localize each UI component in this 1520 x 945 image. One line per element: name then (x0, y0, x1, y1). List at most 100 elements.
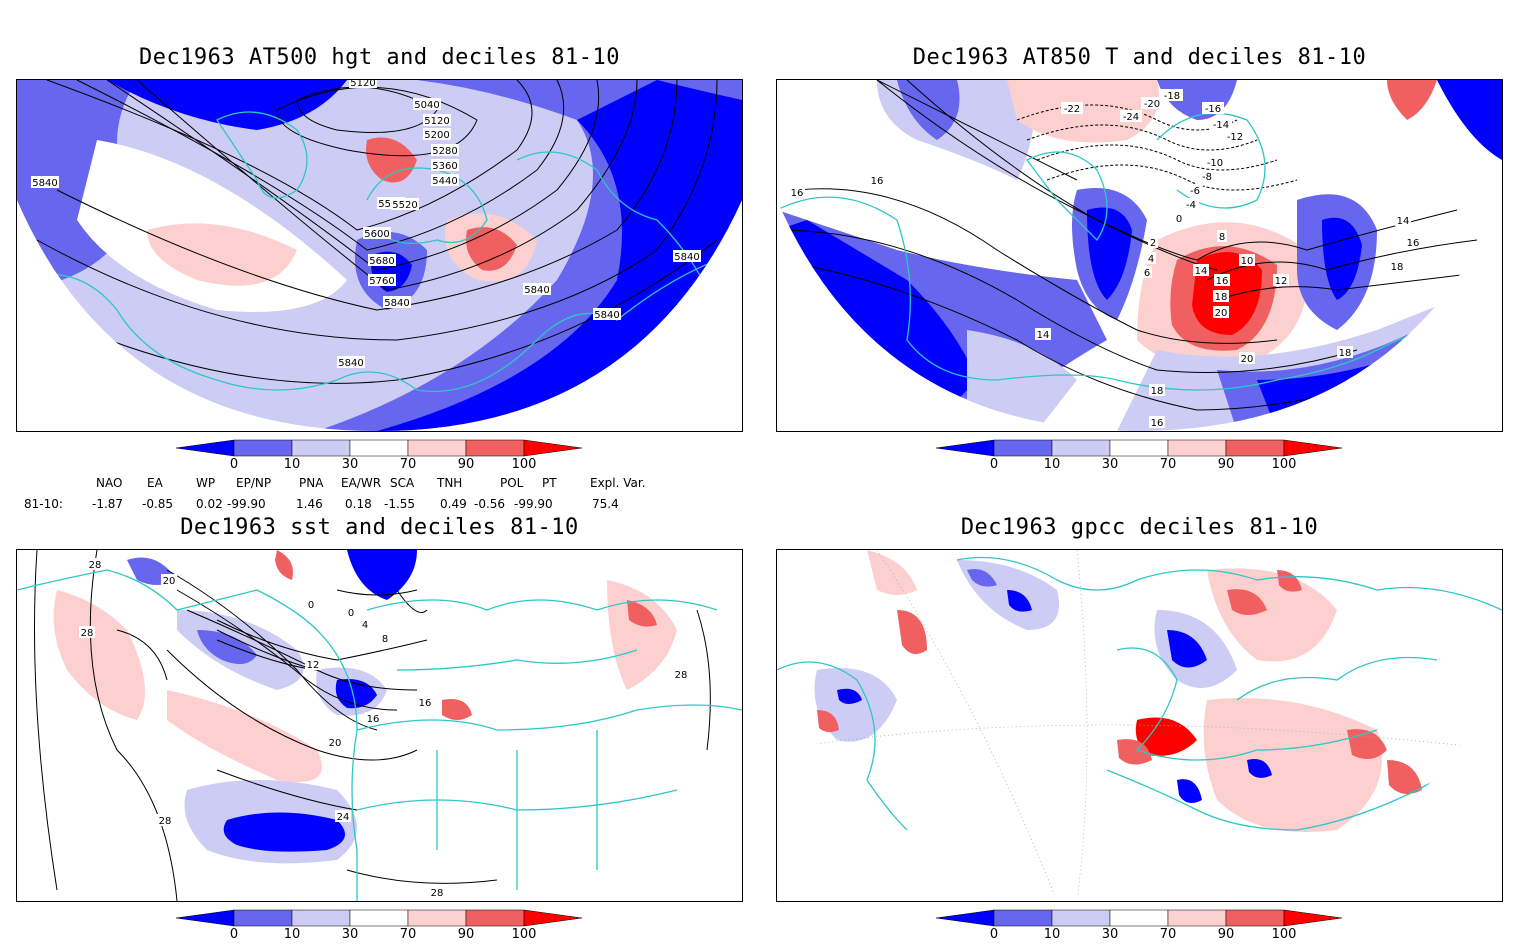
colorbar-graphic (176, 439, 583, 457)
contour-label-bg (349, 80, 377, 88)
contour-label: -4 (1186, 200, 1196, 211)
contour-label-bg (431, 159, 459, 171)
contour-label: 5040 (414, 100, 439, 111)
contour-label: 16 (871, 176, 884, 187)
contour-label-bg (363, 227, 391, 239)
colorbar-segment (1109, 439, 1169, 457)
contour-label-bg (161, 574, 177, 586)
index-header-tnh: TNH (437, 476, 463, 490)
colorbar-top-left: 0 10 30 70 90 100 (176, 439, 596, 475)
map-panel-gpcc (776, 549, 1503, 902)
contour-label-bg (1035, 328, 1051, 340)
contour-label-bg (673, 250, 701, 262)
index-header-epnp: EP/NP (236, 476, 272, 490)
map-850t-graphic: -22 -24 -20 -18 -16 -14-12 -10 -8-6 -4 0 2 4 6 8 10 12 1… (777, 80, 1502, 431)
colorbar-segment (936, 909, 995, 927)
contour-label-bg (31, 176, 59, 188)
index-value-pt: -99.90 (514, 497, 553, 511)
contour-label: 18 (1215, 292, 1228, 303)
contour-label: 16 (1407, 238, 1420, 249)
contour-label: -18 (1164, 91, 1180, 102)
colorbar-tick-label: 30 (341, 457, 359, 472)
contour-label-bg (1193, 264, 1209, 276)
colorbar-tick-label: 100 (511, 457, 537, 472)
contour-label-bg (413, 98, 441, 110)
contour-label-bg (1217, 230, 1227, 242)
contour-label: 16 (367, 714, 380, 725)
contour-label-bg (335, 810, 351, 822)
contour-label: 5840 (674, 252, 699, 263)
contour-label: 5840 (384, 298, 409, 309)
contour-label: 28 (89, 560, 102, 571)
contour-label: 28 (675, 670, 688, 681)
contour-label: -10 (1207, 158, 1223, 169)
colorbar-segment (1283, 909, 1343, 927)
contour-label-bg (337, 356, 365, 368)
index-value-ea: -0.85 (142, 497, 174, 511)
contour-label-bg (368, 274, 396, 286)
contour-label-bg (87, 558, 103, 570)
contour-label: 28 (431, 888, 444, 899)
colorbar-tick-label: 70 (1159, 457, 1177, 472)
contour-label: 28 (159, 816, 172, 827)
index-row-label: 81-10: (24, 497, 63, 511)
colorbar-top-right: 0 10 30 70 90 100 (936, 439, 1356, 475)
colorbar-graphic (176, 909, 583, 927)
colorbar-segment (233, 439, 293, 457)
index-value-tnh: 0.49 (440, 497, 467, 511)
contour-label: 5120 (424, 116, 449, 127)
colorbar-segment (1225, 909, 1285, 927)
contour-label: 16 (1216, 276, 1229, 287)
contour-label-bg (1142, 266, 1152, 278)
contour-label-bg (1120, 110, 1142, 122)
contour-label-bg (1146, 252, 1156, 264)
panel-title-850t: Dec1963 AT850 T and deciles 81-10 (912, 45, 1367, 70)
contour-label: 5360 (432, 161, 457, 172)
contour-label-bg (423, 128, 451, 140)
contour-label-bg (1214, 274, 1230, 286)
colorbar-segment (936, 439, 995, 457)
contour-label: 5840 (594, 310, 619, 321)
colorbar-tick-label: 70 (1159, 927, 1177, 942)
colorbar-segment (1167, 909, 1227, 927)
index-header-pna: PNA (299, 476, 324, 490)
contour-label-bg (391, 198, 419, 210)
contour-label-bg (789, 186, 805, 198)
index-value-pol: -0.56 (474, 497, 506, 511)
contour-label-bg (383, 296, 411, 308)
contour-label: -20 (1144, 99, 1160, 110)
colorbar-segment (1283, 439, 1343, 457)
colorbar-tick-label: 70 (399, 927, 417, 942)
index-header-eawr: EA/WR (341, 476, 382, 490)
colorbar-bottom-right: 0 10 30 70 90 100 (936, 909, 1356, 945)
contour-label-bg (1141, 97, 1163, 109)
colorbar-segment (349, 439, 409, 457)
panel-title-gpcc: Dec1963 gpcc deciles 81-10 (960, 515, 1319, 540)
contour-label-bg (1337, 346, 1353, 358)
contour-label-bg (157, 814, 173, 826)
contour-label-bg (360, 618, 370, 630)
contour-label-bg (327, 736, 343, 748)
contour-label-bg (431, 174, 459, 186)
colorbar-segment (523, 439, 583, 457)
contour-label-bg (593, 308, 621, 320)
colorbar-segment (1051, 439, 1111, 457)
contour-label: 16 (791, 188, 804, 199)
colorbar-graphic (936, 909, 1343, 927)
contour-label: 5600 (364, 229, 389, 240)
contour-label-bg (1239, 352, 1255, 364)
contour-label-bg (423, 114, 451, 126)
colorbar-tick-label: 90 (1217, 457, 1235, 472)
contour-label: 5680 (369, 256, 394, 267)
colorbar-segment (291, 439, 351, 457)
contour-label-bg (1187, 184, 1203, 196)
contour-label-bg (1395, 214, 1411, 226)
contour-label: 20 (1241, 354, 1254, 365)
colorbar-tick-label: 0 (989, 927, 999, 942)
colorbar-tick-label: 70 (399, 457, 417, 472)
contour-label-bg (1202, 102, 1224, 114)
contour-label: 6 (1144, 268, 1150, 279)
contour-label: 0 (1176, 214, 1182, 225)
colorbar-segment (407, 909, 467, 927)
